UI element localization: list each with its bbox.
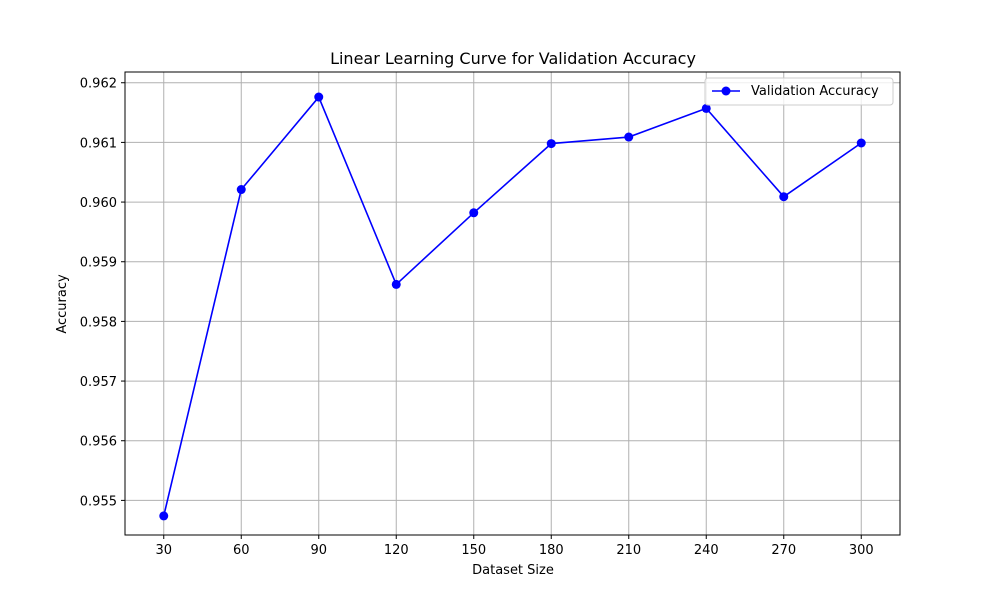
- x-axis-label: Dataset Size: [472, 563, 554, 578]
- y-tick-label: 0.956: [80, 435, 117, 450]
- grid-layer: [125, 72, 900, 535]
- y-tick-label: 0.958: [80, 315, 117, 330]
- data-point: [624, 132, 634, 142]
- legend-marker: [721, 86, 731, 96]
- legend-box: [704, 77, 894, 106]
- data-point: [314, 92, 324, 102]
- x-tick-label: 150: [461, 543, 486, 558]
- data-point: [779, 192, 789, 202]
- plot-frame: [124, 71, 901, 536]
- y-tick-label: 0.960: [80, 196, 117, 211]
- data-point: [546, 139, 556, 149]
- chart-title: Linear Learning Curve for Validation Acc…: [330, 49, 696, 68]
- data-point: [159, 511, 169, 521]
- x-tick-label: 270: [771, 543, 796, 558]
- x-tick-label: 180: [539, 543, 564, 558]
- x-tick-label: 60: [233, 543, 250, 558]
- x-tick-label: 120: [384, 543, 409, 558]
- y-tick-label: 0.962: [80, 77, 117, 92]
- data-point: [856, 138, 866, 148]
- y-tick-label: 0.957: [80, 375, 117, 390]
- y-axis: 0.955 0.956 0.957 0.958 0.959 0.960 0.961 0.962: [80, 77, 125, 509]
- y-tick-label: 0.961: [80, 136, 117, 151]
- y-tick-label: 0.955: [80, 494, 117, 509]
- series-layer: [159, 92, 866, 521]
- data-point: [236, 185, 246, 195]
- data-point: [391, 279, 401, 289]
- x-axis: 30 60 90 120 150 180 210 240 270 300: [155, 535, 874, 558]
- x-tick-label: 210: [616, 543, 641, 558]
- legend: Validation Accuracy: [704, 77, 894, 106]
- legend-label: Validation Accuracy: [751, 84, 879, 99]
- data-point: [469, 208, 479, 218]
- y-axis-label: Accuracy: [55, 274, 70, 334]
- x-tick-label: 300: [849, 543, 874, 558]
- x-tick-label: 240: [694, 543, 719, 558]
- series-line: [162, 96, 862, 517]
- data-point: [701, 103, 711, 113]
- x-tick-label: 90: [310, 543, 327, 558]
- x-tick-label: 30: [155, 543, 172, 558]
- y-tick-label: 0.959: [80, 256, 117, 271]
